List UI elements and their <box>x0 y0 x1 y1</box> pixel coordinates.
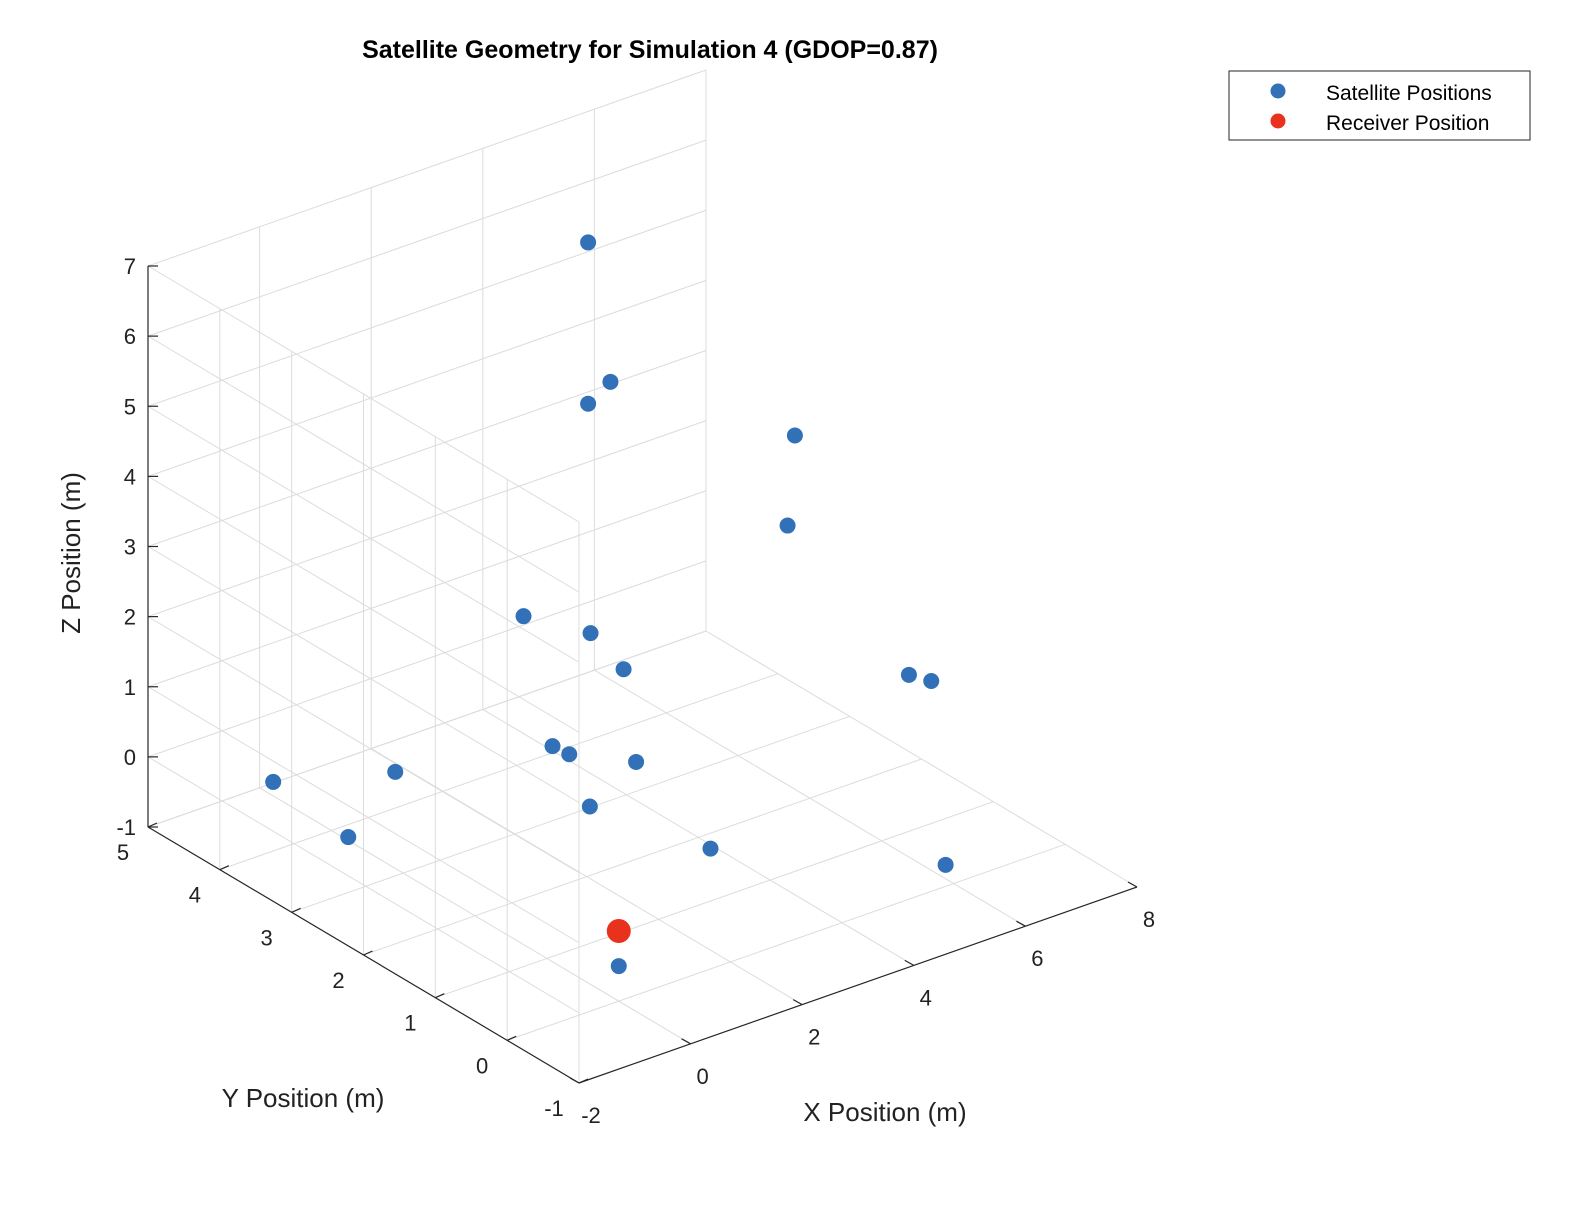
floor-grid-line <box>507 843 1066 1041</box>
satellite-point <box>580 395 597 412</box>
satellite-point <box>515 608 532 625</box>
x-tick-mark <box>904 959 915 966</box>
x-tick-mark <box>569 1077 580 1084</box>
x-tick-mark <box>681 1038 691 1045</box>
x-tick-label: 8 <box>1143 907 1155 932</box>
wall-grid-line <box>147 279 707 477</box>
y-tick-mark <box>506 1035 517 1041</box>
z-tick-label: 0 <box>124 745 136 770</box>
satellite-point <box>900 666 917 683</box>
x-tick-label: 4 <box>920 985 932 1010</box>
satellite-point <box>581 798 598 815</box>
satellite-point <box>602 373 619 390</box>
legend-marker-receiver <box>1270 113 1286 129</box>
satellite-point <box>580 234 597 251</box>
satellite-point <box>610 958 627 975</box>
z-tick-label: 4 <box>124 464 136 489</box>
axis-lines <box>147 265 1138 1084</box>
satellite-point <box>340 829 357 846</box>
floor-grid-line <box>435 801 994 999</box>
y-tick-label: 1 <box>404 1011 416 1036</box>
y-tick-mark <box>363 950 373 956</box>
wall-grid-line <box>147 69 707 267</box>
wall-grid-line <box>147 546 580 803</box>
z-axis-label: Z Position (m) <box>56 472 86 634</box>
wall-grid-line <box>147 420 707 618</box>
legend-box <box>1228 70 1531 141</box>
legend-marker-satellite <box>1270 83 1286 99</box>
wall-grid-line <box>147 616 580 874</box>
wall-grid-line <box>147 756 580 1014</box>
x-axis-line <box>578 886 1138 1084</box>
satellite-point <box>561 746 578 763</box>
x-tick-mark <box>1016 920 1026 927</box>
y-tick-label: 5 <box>117 840 129 865</box>
receiver-point <box>606 919 631 944</box>
z-tick-label: 1 <box>124 675 136 700</box>
data-points <box>265 234 954 975</box>
floor-grid-line <box>291 715 850 913</box>
y-tick-label: 0 <box>476 1053 488 1078</box>
wall-grid-line <box>147 335 580 593</box>
x-tick-label: 0 <box>696 1064 708 1089</box>
legend: Satellite Positions Receiver Position <box>1228 70 1531 141</box>
y-tick-mark <box>578 1078 589 1084</box>
z-tick-label: 6 <box>124 324 136 349</box>
satellite-point <box>544 738 561 755</box>
satellite-point <box>582 625 599 642</box>
z-tick-label: -1 <box>116 815 136 840</box>
z-tick-label: 2 <box>124 605 136 630</box>
legend-label-satellite: Satellite Positions <box>1326 82 1492 105</box>
wall-grid-line <box>147 475 580 733</box>
wall-grid-line <box>147 209 707 407</box>
wall-grid-line <box>147 560 707 758</box>
z-tick-label: 7 <box>124 254 136 279</box>
satellite-point <box>265 773 282 790</box>
x-axis-label: X Position (m) <box>803 1097 966 1127</box>
y-tick-label: 3 <box>261 925 273 950</box>
satellite-point <box>779 517 796 534</box>
z-tick-label: 3 <box>124 535 136 560</box>
wall-grid-line <box>147 139 707 337</box>
wall-grid-line <box>147 630 707 828</box>
x-tick-mark <box>792 999 803 1006</box>
y-tick-label: -1 <box>544 1096 564 1121</box>
satellite-point <box>628 753 645 770</box>
satellite-point <box>937 856 954 873</box>
satellite-point <box>923 672 940 689</box>
floor-grid-line <box>219 673 778 871</box>
x-tick-label: 2 <box>808 1025 820 1050</box>
satellite-point <box>387 763 404 780</box>
y-tick-mark <box>291 907 301 913</box>
y-tick-mark <box>435 993 445 999</box>
y-axis-label: Y Position (m) <box>222 1083 385 1113</box>
wall-grid-line <box>147 265 580 523</box>
grid-lines <box>147 69 1138 1084</box>
wall-grid-line <box>147 350 707 547</box>
y-tick-label: 2 <box>332 968 344 993</box>
x-tick-label: 6 <box>1031 946 1043 971</box>
floor-grid-line <box>363 758 922 956</box>
x-tick-label: -2 <box>581 1103 601 1128</box>
satellite-point <box>615 661 632 678</box>
wall-grid-line <box>147 405 580 663</box>
y-tick-label: 4 <box>189 883 201 908</box>
satellite-point <box>702 840 719 857</box>
wall-grid-line <box>147 490 707 688</box>
x-tick-mark <box>1127 881 1138 888</box>
z-tick-label: 5 <box>124 394 136 419</box>
y-tick-mark <box>219 865 230 871</box>
legend-label-receiver: Receiver Position <box>1326 112 1489 135</box>
wall-grid-line <box>147 686 580 944</box>
y-tick-mark <box>147 822 158 828</box>
chart-title: Satellite Geometry for Simulation 4 (GDO… <box>362 36 938 64</box>
satellite-point <box>786 427 803 444</box>
